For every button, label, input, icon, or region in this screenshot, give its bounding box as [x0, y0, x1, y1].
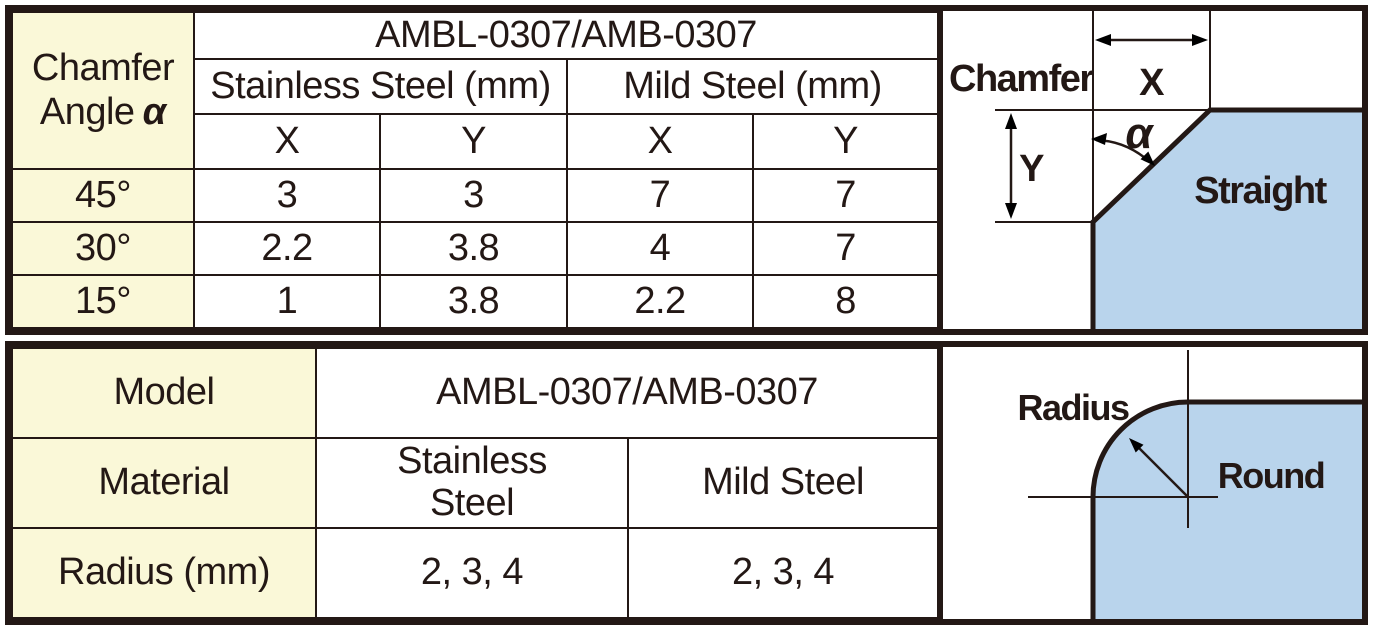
y-dimension-label: Y [1019, 148, 1044, 190]
alpha-arrowhead-left-icon [1091, 133, 1107, 145]
axis-header-y1: Y [379, 113, 568, 170]
model-value-cell: AMBL-0307/AMB-0307 [314, 347, 940, 439]
radius-label-cell: Radius (mm) [11, 527, 317, 619]
table-row-radius: Radius (mm) 2, 3, 4 2, 3, 4 [11, 527, 940, 619]
model-label-cell: Model [11, 347, 317, 439]
mild-steel-group-header: Mild Steel (mm) [565, 58, 940, 115]
material-stainless-cell: Stainless Steel [315, 437, 629, 529]
value-cell: 4 [566, 221, 754, 276]
value-cell: 3.8 [379, 274, 568, 329]
round-body-shape [1093, 402, 1362, 619]
angle-cell: 30° [11, 221, 195, 276]
radius-arrow-line [1136, 445, 1189, 498]
x-dimension-label: X [1139, 62, 1165, 104]
round-surface-label: Round [1218, 455, 1324, 496]
chamfer-body-shape [1093, 110, 1362, 329]
radius-table: Model AMBL-0307/AMB-0307 Material Stainl… [11, 347, 940, 619]
x-arrowhead-left-icon [1095, 34, 1111, 46]
radius-panel: Model AMBL-0307/AMB-0307 Material Stainl… [5, 341, 1368, 625]
value-cell: 7 [566, 168, 754, 223]
value-cell: 3 [379, 168, 568, 223]
value-cell: 3.8 [379, 221, 568, 276]
chamfer-panel: Chamfer Angle α AMBL-0307/AMB-0307 Stainl… [5, 5, 1368, 335]
y-arrowhead-top-icon [1005, 113, 1017, 129]
value-cell: 7 [751, 221, 940, 276]
material-label-cell: Material [11, 437, 317, 529]
alpha-symbol: α [142, 90, 167, 133]
axis-header-y2: Y [751, 113, 940, 170]
material-mild-cell: Mild Steel [626, 437, 940, 529]
y-arrowhead-bottom-icon [1005, 203, 1017, 219]
value-cell: 1 [193, 274, 381, 329]
round-diagram: Radius Round [937, 347, 1362, 619]
value-cell: 2.2 [566, 274, 754, 329]
chamfer-angle-label-line2: Angle α [39, 90, 167, 133]
table-row-model: Model AMBL-0307/AMB-0307 [11, 347, 940, 439]
value-cell: 2.2 [193, 221, 381, 276]
value-cell: 3 [193, 168, 381, 223]
alpha-arrowhead-right-icon [1140, 151, 1155, 166]
angle-cell: 15° [11, 274, 195, 329]
radius-stainless-cell: 2, 3, 4 [315, 527, 629, 619]
straight-surface-label: Straight [1194, 170, 1327, 212]
radius-table-wrap: Model AMBL-0307/AMB-0307 Material Stainl… [11, 347, 940, 619]
chamfer-table: Chamfer Angle α AMBL-0307/AMB-0307 Stainl… [11, 11, 940, 329]
radius-arrowhead-icon [1129, 438, 1144, 453]
chamfer-type-label: Chamfer [949, 58, 1094, 100]
axis-header-x2: X [566, 113, 754, 170]
radius-dimension-label: Radius [1017, 387, 1129, 428]
value-cell: 7 [751, 168, 940, 223]
round-diagram-svg: Radius Round [1017, 350, 1362, 619]
chamfer-angle-label-line1: Chamfer [31, 46, 175, 89]
chamfer-body-outline [1090, 107, 1362, 329]
chamfer-angle-header-cell: Chamfer Angle α [11, 11, 195, 170]
table-row-15: 15° 1 3.8 2.2 8 [11, 274, 940, 329]
value-cell: 8 [751, 274, 940, 329]
radius-mild-cell: 2, 3, 4 [626, 527, 940, 619]
angle-cell: 45° [11, 168, 195, 223]
chamfer-table-wrap: Chamfer Angle α AMBL-0307/AMB-0307 Stainl… [11, 11, 940, 329]
alpha-angle-label: α [1125, 109, 1154, 158]
chamfer-diagram-svg: Chamfer X Y α Straight [949, 11, 1362, 329]
chamfer-diagram: Chamfer X Y α Straight [937, 11, 1362, 329]
table-row-material: Material Stainless Steel Mild Steel [11, 437, 940, 529]
axis-header-x1: X [193, 113, 381, 170]
model-header-cell: AMBL-0307/AMB-0307 [192, 11, 940, 60]
x-arrowhead-right-icon [1192, 34, 1208, 46]
table-row-45: 45° 3 3 7 7 [11, 168, 940, 223]
round-body-outline [1090, 399, 1362, 619]
table-row-30: 30° 2.2 3.8 4 7 [11, 221, 940, 276]
stainless-steel-group-header: Stainless Steel (mm) [193, 58, 568, 115]
